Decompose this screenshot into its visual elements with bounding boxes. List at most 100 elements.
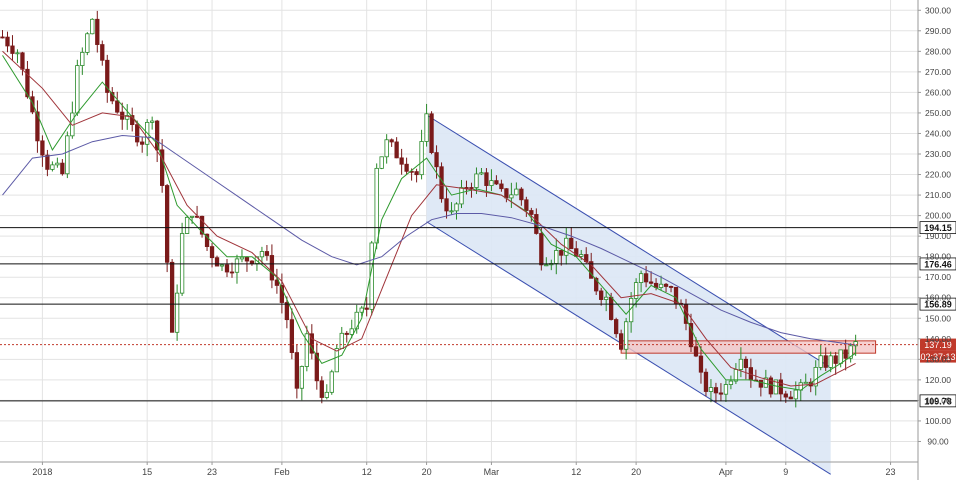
candle-body [304, 333, 309, 367]
candle-body [703, 371, 709, 392]
candle-body [30, 96, 35, 113]
y-tick-label: 280.00 [925, 46, 951, 56]
candle-body [334, 348, 339, 373]
candle-body [164, 185, 170, 263]
level-tag [919, 257, 956, 271]
candle-body [718, 392, 724, 395]
candle-body [189, 215, 195, 218]
candle-body [234, 258, 240, 273]
candle-body [60, 162, 65, 175]
candle-body [95, 18, 100, 45]
candle-body [579, 254, 584, 257]
x-tick-label: 12 [362, 467, 372, 477]
x-tick-label: 23 [886, 467, 896, 477]
candle-body [50, 164, 55, 170]
candle-body [813, 367, 818, 387]
candle-body [264, 251, 270, 256]
candle-body [150, 120, 155, 123]
candle-body [274, 279, 280, 286]
candle-body [554, 250, 559, 264]
candle-body [404, 163, 409, 172]
current-price-tag [920, 338, 956, 351]
y-tick-label: 210.00 [925, 190, 951, 200]
candle-body [838, 349, 843, 364]
candle-body [204, 233, 210, 247]
candle-body [559, 250, 564, 256]
candle-body [85, 33, 90, 53]
x-tick-label: 20 [422, 467, 432, 477]
candle-body [648, 281, 654, 284]
candle-body [289, 319, 295, 353]
y-tick-label: 270.00 [925, 67, 951, 77]
horizontal-levels: 194.15 176.46 156.89 109.78 137.19 02:37:13 [0, 221, 956, 408]
level-tag [919, 221, 956, 235]
candle-body [184, 216, 190, 234]
candle-body [349, 328, 354, 335]
candle-body [249, 260, 255, 264]
y-tick-label: 190.00 [925, 231, 951, 241]
candle-body [419, 141, 424, 176]
candle-body [324, 391, 329, 398]
candle-body [199, 215, 205, 235]
candle-body [434, 152, 439, 168]
candle-body [40, 140, 45, 156]
candle-body [155, 120, 160, 151]
candle-body [763, 377, 768, 388]
x-tick-label: 2018 [32, 467, 52, 477]
y-tick-label: 170.00 [925, 272, 951, 282]
candle-body [783, 393, 788, 398]
candle-body [663, 283, 669, 287]
candle-body [284, 302, 290, 321]
candle-body [529, 210, 534, 215]
x-tick-label: Mar [484, 467, 500, 477]
candle-body [174, 292, 180, 333]
y-tick-label: 120.00 [925, 375, 951, 385]
candle-body [344, 332, 349, 335]
candle-body [179, 233, 185, 294]
moving-average-line-3 [2, 134, 856, 346]
candle-body [80, 51, 85, 66]
candle-body [429, 113, 434, 153]
candle-body [65, 135, 70, 175]
candle-body [619, 333, 624, 350]
candle-body [279, 285, 285, 303]
candle-body [728, 380, 734, 385]
candle-body [539, 233, 544, 266]
candle-body [688, 323, 694, 348]
candle-body [743, 358, 749, 368]
candle-body [638, 273, 644, 283]
countdown-label: 02:37:13 [920, 352, 955, 362]
candle-body [594, 277, 599, 292]
candle-body [853, 341, 858, 347]
candle-body [758, 379, 763, 388]
candle-body [693, 346, 699, 357]
candle-body [309, 333, 314, 354]
candle-body [299, 366, 304, 389]
x-tick-label: 23 [207, 467, 217, 477]
y-tick-label: 180.00 [925, 252, 951, 262]
countdown-tag [920, 350, 956, 363]
candle-body [110, 92, 115, 102]
channel-fill [426, 114, 831, 475]
y-tick-label: 160.00 [925, 293, 951, 303]
candle-body [589, 261, 594, 279]
candle-body [843, 349, 848, 359]
candle-body [319, 380, 324, 398]
x-tick-label: 20 [631, 467, 641, 477]
candle-body [379, 156, 384, 169]
candle-body [10, 45, 15, 54]
candle-body [219, 264, 225, 267]
candle-body [609, 296, 614, 320]
price-channel [426, 114, 831, 475]
x-tick-label: Apr [719, 467, 733, 477]
candle-body [20, 52, 25, 70]
y-tick-label: 220.00 [925, 170, 951, 180]
level-label: 176.46 [924, 259, 952, 269]
y-tick-label: 250.00 [925, 108, 951, 118]
candle-body [658, 283, 664, 288]
candle-body [364, 307, 369, 310]
level-label: 194.15 [924, 223, 952, 233]
